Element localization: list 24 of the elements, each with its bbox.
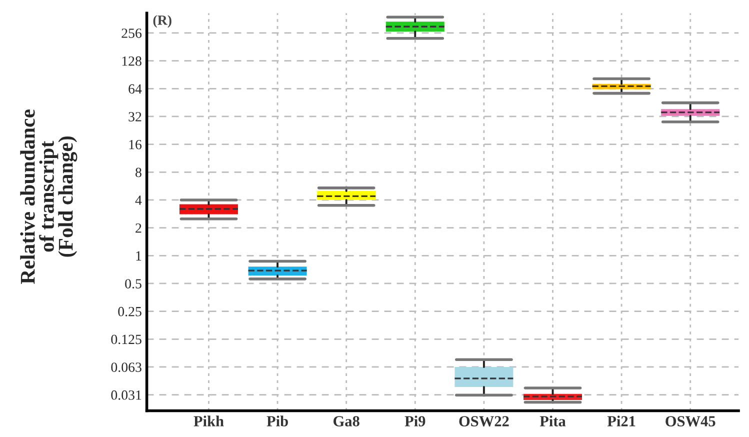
y-tick-label: 0.25: [118, 306, 142, 316]
x-tick-label: Pita: [540, 416, 566, 426]
y-tick-label: 32: [128, 112, 142, 122]
y-tick-label: 0.5: [125, 279, 142, 289]
y-tick-label: 128: [122, 56, 142, 66]
x-tick-label: Pi9: [404, 416, 426, 426]
x-tick-label: Pi21: [607, 416, 636, 426]
y-tick-label: 0.125: [111, 334, 142, 344]
y-tick-label: 0.063: [111, 362, 142, 372]
y-tick-label: 16: [129, 140, 142, 150]
y-tick-label: 0.031: [111, 390, 142, 400]
y-tick-label: 1: [136, 251, 142, 260]
y-axis-title: Relative abundance of transcript (Fold change): [20, 110, 78, 284]
y-tick-label: 8: [136, 168, 142, 178]
y-tick-label: 64: [128, 84, 142, 94]
x-tick-label: Pikh: [194, 416, 224, 426]
y-tick-label: 4: [135, 196, 142, 205]
x-tick-label: OSW45: [666, 416, 716, 426]
x-tick-label: OSW22: [459, 416, 509, 426]
x-tick-label: Ga8: [334, 416, 360, 426]
y-tick-label: 2: [136, 223, 142, 233]
y-tick-label: 256: [122, 28, 142, 38]
annotation: (R): [153, 15, 172, 28]
x-tick-label: Pib: [266, 416, 288, 426]
